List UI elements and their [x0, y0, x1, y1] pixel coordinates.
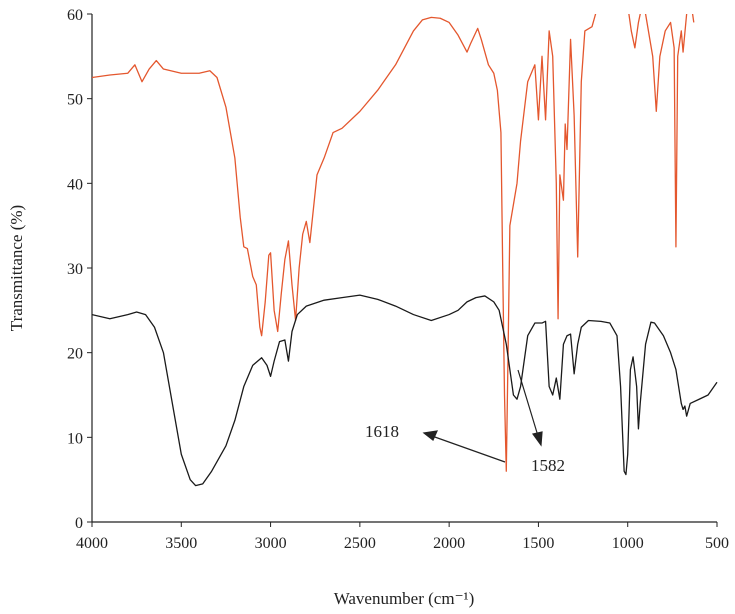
- annotation: 1618: [365, 422, 399, 441]
- x-tick-label: 2000: [433, 535, 465, 552]
- x-tick-label: 3000: [255, 535, 287, 552]
- x-tick-label: 1000: [612, 535, 644, 552]
- x-tick-label: 3500: [165, 535, 197, 552]
- y-tick-label: 0: [75, 515, 83, 532]
- annotation-arrows: [422, 369, 543, 463]
- y-axis-label: Transmittance (%): [7, 205, 26, 331]
- y-tick-label: 50: [67, 92, 83, 109]
- x-tick-label: 1500: [522, 535, 554, 552]
- x-tick-label: 2500: [344, 535, 376, 552]
- arrowhead: [531, 431, 543, 447]
- annotation: 1582: [531, 456, 565, 475]
- arrow: [431, 435, 506, 463]
- y-tick-label: 10: [67, 430, 83, 447]
- x-tick-label: 500: [705, 535, 729, 552]
- arrowhead: [422, 430, 438, 441]
- spectrum-line: [92, 14, 695, 472]
- y-tick-label: 20: [67, 346, 83, 363]
- y-tick-label: 30: [67, 261, 83, 278]
- spectrum-line: [92, 294, 718, 487]
- y-tick-label: 40: [67, 176, 83, 193]
- x-axis-label: Wavenumber (cm⁻¹): [334, 589, 475, 608]
- plot-area: [92, 14, 718, 487]
- x-tick-label: 4000: [76, 535, 108, 552]
- y-tick-label: 60: [67, 7, 83, 24]
